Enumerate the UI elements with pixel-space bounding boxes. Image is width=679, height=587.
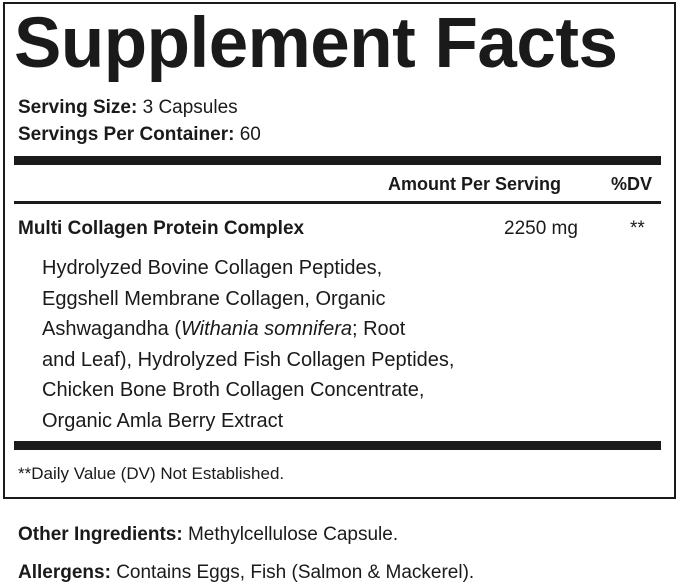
supplement-facts-panel [3,2,676,499]
text: Ashwagandha ( [42,318,181,340]
allergens-value: Contains Eggs, Fish (Salmon & Mackerel). [116,562,475,583]
sub-ingredients: Hydrolyzed Bovine Collagen Peptides, Egg… [42,253,454,436]
sub-line: Hydrolyzed Bovine Collagen Peptides, [42,257,383,279]
latin-name: Withania somnifera [180,318,352,340]
sub-line: and Leaf), Hydrolyzed Fish Collagen Pept… [42,348,455,371]
text: ; Root [352,318,406,340]
thick-divider [14,156,661,165]
other-label: Other Ingredients: [18,524,183,545]
thick-divider [14,441,661,450]
panel-title: Supplement Facts [14,4,618,83]
footnote: **Daily Value (DV) Not Established. [18,464,285,483]
amount-header: Amount Per Serving [388,174,562,194]
allergens: Allergens: Contains Eggs, Fish (Salmon &… [18,562,474,584]
sub-line: Ashwagandha (Withania somnifera; Root [42,314,454,345]
allergens-label: Allergens: [18,562,111,583]
sub-line: Organic Amla Berry Extract [42,409,284,432]
serving-size-label: Serving Size: [18,97,138,118]
serving-size: Serving Size: 3 Capsules [18,97,238,119]
ingredient-dv: ** [630,218,645,239]
thin-divider [14,201,661,204]
other-ingredients: Other Ingredients: Methylcellulose Capsu… [18,524,398,546]
dv-header: %DV [611,174,653,194]
serving-size-value: 3 Capsules [142,97,238,118]
servings-per-container: Servings Per Container: 60 [18,124,261,146]
sub-line: Chicken Bone Broth Collagen Concentrate, [42,379,425,401]
servings-value: 60 [239,124,261,145]
ingredient-name: Multi Collagen Protein Complex [18,218,305,239]
sub-line: Eggshell Membrane Collagen, Organic [42,287,386,310]
servings-label: Servings Per Container: [18,124,235,145]
other-value: Methylcellulose Capsule. [187,524,399,545]
ingredient-amount: 2250 mg [504,218,578,239]
